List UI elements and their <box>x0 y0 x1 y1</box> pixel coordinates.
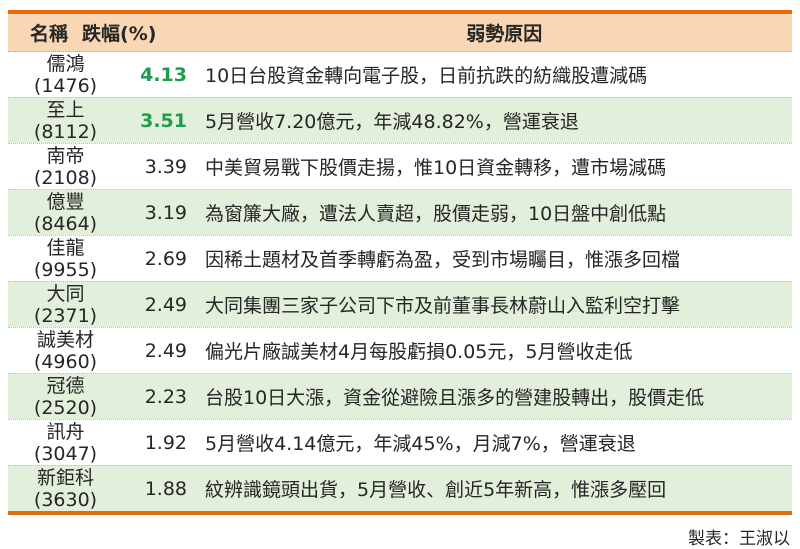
stock-decline-table: 名稱 跌幅(%) 弱勢原因 儒鴻 (1476) 4.13 10日台股資金轉向電子股，日… <box>8 14 792 511</box>
stock-name: 訊舟 <box>46 420 85 443</box>
table-row: 至上 (8112) 3.51 5月營收7.20億元，年減48.82%，營運衰退 <box>8 97 792 143</box>
weak-reason-text: 為窗簾大廠，遭法人賣超，股價走弱，10日盤中創低點 <box>205 203 667 225</box>
table-bottom-border <box>8 511 792 515</box>
table-row: 訊舟 (3047) 1.92 5月營收4.14億元，年減45%，月減7%，營運衰退 <box>8 419 792 465</box>
stock-name-cell: 新鉅科 (3630) <box>8 467 123 511</box>
table-row: 新鉅科 (3630) 1.88 紋辨識鏡頭出貨，5月營收、創近5年新高，惟漲多壓回 <box>8 465 792 511</box>
stock-name-cell: 誠美材 (4960) <box>8 329 123 373</box>
weak-reason-text: 5月營收7.20億元，年減48.82%，營運衰退 <box>205 111 579 133</box>
stock-code: (3630) <box>33 488 98 511</box>
table-credit: 製表：王淑以 <box>688 529 790 549</box>
stock-name: 誠美材 <box>36 328 94 351</box>
stock-name: 冠德 <box>46 374 85 397</box>
stock-code: (1476) <box>33 74 98 97</box>
decline-pct-value: 2.23 <box>144 385 187 408</box>
decline-pct-value: 1.88 <box>144 477 187 500</box>
table-row: 佳龍 (9955) 2.69 因稀土題材及首季轉虧為盈，受到市場矚目，惟漲多回檔 <box>8 235 792 281</box>
table-top-border <box>8 10 792 14</box>
weak-reason-text: 中美貿易戰下股價走揚，惟10日資金轉移，遭市場減碼 <box>205 157 667 179</box>
weak-reason-text: 大同集團三家子公司下市及前董事長林蔚山入監利空打擊 <box>205 295 681 317</box>
column-header-weak-reason: 弱勢原因 <box>466 23 543 45</box>
stock-name-cell: 大同 (2371) <box>8 283 123 327</box>
table-header-row: 名稱 跌幅(%) 弱勢原因 <box>8 14 792 52</box>
stock-code: (4960) <box>33 350 98 373</box>
table-row: 儒鴻 (1476) 4.13 10日台股資金轉向電子股，日前抗跌的紡織股遭減碼 <box>8 52 792 97</box>
decline-pct-value: 3.51 <box>140 109 187 132</box>
stock-code: (9955) <box>33 258 98 281</box>
stock-code: (2371) <box>33 304 98 327</box>
decline-pct-value: 3.19 <box>144 201 187 224</box>
stock-name-cell: 至上 (8112) <box>8 99 123 143</box>
table-row: 誠美材 (4960) 2.49 偏光片廠誠美材4月每股虧損0.05元，5月營收走低 <box>8 327 792 373</box>
table-row: 大同 (2371) 2.49 大同集團三家子公司下市及前董事長林蔚山入監利空打擊 <box>8 281 792 327</box>
decline-pct-value: 2.49 <box>144 293 187 316</box>
stock-code: (2108) <box>33 166 98 189</box>
stock-name: 至上 <box>46 98 85 121</box>
table-row: 南帝 (2108) 3.39 中美貿易戰下股價走揚，惟10日資金轉移，遭市場減碼 <box>8 143 792 189</box>
stock-name: 南帝 <box>46 144 85 167</box>
stock-name-cell: 億豐 (8464) <box>8 191 123 235</box>
stock-name-cell: 訊舟 (3047) <box>8 421 123 465</box>
stock-code: (3047) <box>33 442 98 465</box>
column-header-name: 名稱 <box>30 23 69 45</box>
stock-name: 儒鴻 <box>46 52 85 75</box>
stock-code: (8464) <box>33 212 98 235</box>
weak-reason-text: 因稀土題材及首季轉虧為盈，受到市場矚目，惟漲多回檔 <box>205 249 681 271</box>
stock-name: 新鉅科 <box>36 466 94 489</box>
stock-code: (8112) <box>33 120 98 143</box>
decline-pct-value: 2.49 <box>144 339 187 362</box>
table-row: 冠德 (2520) 2.23 台股10日大漲，資金從避險且漲多的營建股轉出，股價走低 <box>8 373 792 419</box>
stock-name-cell: 佳龍 (9955) <box>8 237 123 281</box>
decline-pct-value: 1.92 <box>144 431 187 454</box>
decline-pct-value: 3.39 <box>144 155 187 178</box>
table-row: 億豐 (8464) 3.19 為窗簾大廠，遭法人賣超，股價走弱，10日盤中創低點 <box>8 189 792 235</box>
stock-name: 佳龍 <box>46 236 85 259</box>
stock-name: 億豐 <box>46 190 85 213</box>
stock-code: (2520) <box>33 396 98 419</box>
stock-name-cell: 南帝 (2108) <box>8 145 123 189</box>
weak-reason-text: 5月營收4.14億元，年減45%，月減7%，營運衰退 <box>205 433 636 455</box>
table-body: 儒鴻 (1476) 4.13 10日台股資金轉向電子股，日前抗跌的紡織股遭減碼 至上 (8… <box>8 52 792 511</box>
stock-name: 大同 <box>46 282 85 305</box>
weak-reason-text: 紋辨識鏡頭出貨，5月營收、創近5年新高，惟漲多壓回 <box>205 479 667 501</box>
column-header-decline-pct: 跌幅(%) <box>82 23 157 45</box>
stock-name-cell: 冠德 (2520) <box>8 375 123 419</box>
decline-pct-value: 4.13 <box>140 63 187 86</box>
weak-reason-text: 台股10日大漲，資金從避險且漲多的營建股轉出，股價走低 <box>205 387 705 409</box>
decline-pct-value: 2.69 <box>144 247 187 270</box>
weak-reason-text: 10日台股資金轉向電子股，日前抗跌的紡織股遭減碼 <box>205 65 648 87</box>
weak-reason-text: 偏光片廠誠美材4月每股虧損0.05元，5月營收走低 <box>205 341 633 363</box>
stock-name-cell: 儒鴻 (1476) <box>8 53 123 97</box>
